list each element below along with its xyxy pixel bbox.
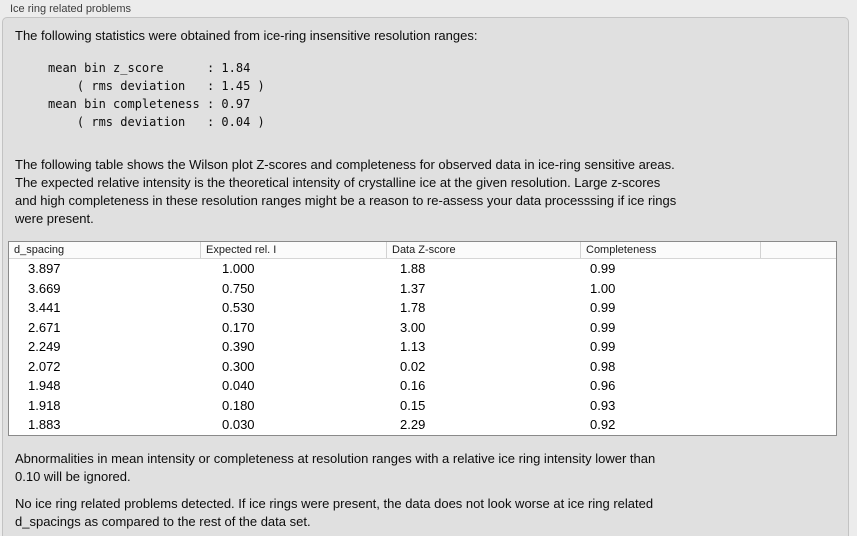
table-cell: 0.300 (222, 358, 255, 374)
abnormalities-note: Abnormalities in mean intensity or compl… (15, 451, 656, 484)
column-header-d-spacing[interactable]: d_spacing (9, 242, 201, 258)
table-cell: 1.78 (400, 300, 426, 316)
table-cell: 0.530 (222, 300, 255, 316)
column-header-completeness[interactable]: Completeness (581, 242, 761, 258)
table-cell: 3.441 (28, 300, 61, 316)
table-cell: 0.15 (400, 397, 426, 413)
table-row[interactable]: 3.441 0.530 1.78 0.99 (9, 298, 836, 318)
table-cell: 1.00 (590, 280, 616, 296)
table-row[interactable]: 2.249 0.390 1.13 0.99 (9, 337, 836, 357)
table-cell: 1.13 (400, 339, 426, 355)
table-row[interactable]: 1.918 0.180 0.15 0.93 (9, 396, 836, 416)
table-row[interactable]: 3.669 0.750 1.37 1.00 (9, 279, 836, 299)
table-cell: 0.16 (400, 378, 426, 394)
table-cell: 2.29 (400, 417, 426, 433)
ice-ring-table: d_spacing Expected rel. I Data Z-score C… (8, 241, 837, 436)
table-row[interactable]: 2.072 0.300 0.02 0.98 (9, 357, 836, 377)
table-cell: 0.030 (222, 417, 255, 433)
table-cell: 0.040 (222, 378, 255, 394)
table-cell: 0.180 (222, 397, 255, 413)
groupbox-panel: The following statistics were obtained f… (2, 17, 849, 536)
table-cell: 3.669 (28, 280, 61, 296)
table-row[interactable]: 2.671 0.170 3.00 0.99 (9, 318, 836, 338)
table-cell: 1.948 (28, 378, 61, 394)
table-cell: 3.897 (28, 261, 61, 277)
stats-block: mean bin z_score : 1.84 ( rms deviation … (48, 61, 265, 129)
table-cell: 1.000 (222, 261, 255, 277)
table-cell: 0.98 (590, 358, 616, 374)
table-cell: 1.88 (400, 261, 426, 277)
table-cell: 0.750 (222, 280, 255, 296)
table-cell: 0.02 (400, 358, 426, 374)
table-cell: 3.00 (400, 319, 426, 335)
table-cell: 0.96 (590, 378, 616, 394)
conclusion-text: No ice ring related problems detected. I… (15, 496, 654, 529)
table-cell: 0.390 (222, 339, 255, 355)
table-cell: 0.99 (590, 300, 616, 316)
table-header-row: d_spacing Expected rel. I Data Z-score C… (9, 242, 836, 259)
table-cell: 1.37 (400, 280, 426, 296)
groupbox-title: Ice ring related problems (10, 3, 132, 15)
table-row[interactable]: 1.948 0.040 0.16 0.96 (9, 376, 836, 396)
table-body: 3.897 1.000 1.88 0.99 3.669 0.750 1.37 1.00 3.44… (9, 259, 836, 435)
table-cell: 1.918 (28, 397, 61, 413)
table-row[interactable]: 3.897 1.000 1.88 0.99 (9, 259, 836, 279)
column-header-empty (761, 242, 836, 258)
table-cell: 2.671 (28, 319, 61, 335)
table-cell: 0.99 (590, 319, 616, 335)
table-cell: 0.99 (590, 261, 616, 277)
table-cell: 2.072 (28, 358, 61, 374)
table-cell: 0.93 (590, 397, 616, 413)
description-text: The following table shows the Wilson plo… (15, 157, 677, 226)
column-header-expected-rel-i[interactable]: Expected rel. I (201, 242, 387, 258)
table-cell: 1.883 (28, 417, 61, 433)
table-cell: 2.249 (28, 339, 61, 355)
intro-text: The following statistics were obtained f… (15, 28, 478, 43)
table-cell: 0.92 (590, 417, 616, 433)
table-row[interactable]: 1.883 0.030 2.29 0.92 (9, 415, 836, 435)
column-header-data-z-score[interactable]: Data Z-score (387, 242, 581, 258)
table-cell: 0.99 (590, 339, 616, 355)
table-cell: 0.170 (222, 319, 255, 335)
